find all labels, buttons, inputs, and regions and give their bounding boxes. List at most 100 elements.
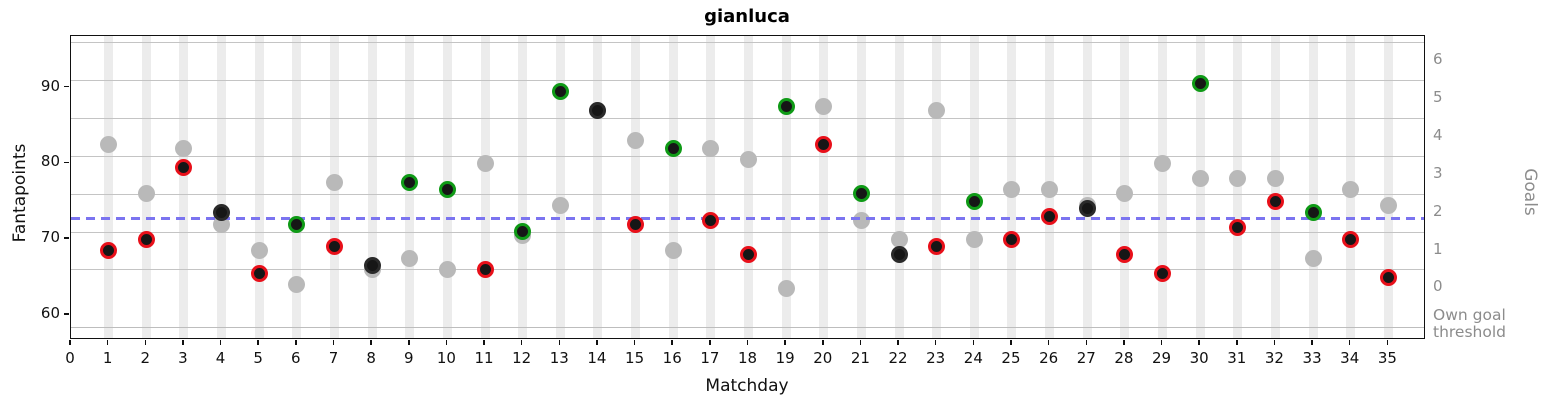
matchday-band — [518, 36, 528, 338]
matchday-band — [217, 36, 227, 338]
opponent-point — [551, 196, 569, 214]
opponent-point — [1003, 181, 1021, 199]
opponent-point — [1041, 181, 1059, 199]
fantapoints-point — [852, 185, 870, 203]
x-tick-mark — [408, 340, 410, 345]
x-tick-mark — [671, 340, 673, 345]
fantapoints-point — [476, 260, 494, 278]
opponent-point — [852, 211, 870, 229]
fantapoints-point — [1154, 264, 1172, 282]
fantapoints-point — [1003, 230, 1021, 248]
x-tick-label: 21 — [850, 349, 870, 367]
opponent-point — [1116, 185, 1134, 203]
x-tick-mark — [219, 340, 222, 345]
matchday-band — [631, 36, 641, 338]
fantapoints-point — [1379, 268, 1397, 286]
y-tick-mark — [64, 85, 69, 88]
matchday-band — [894, 36, 904, 338]
x-tick-label: 8 — [366, 349, 376, 367]
goal-gridline — [71, 231, 1424, 233]
x-tick-mark — [520, 340, 523, 345]
opponent-point — [288, 276, 306, 294]
goals-tick-label: 5 — [1433, 87, 1443, 106]
fantapoints-point — [1078, 200, 1096, 218]
opponent-point — [401, 249, 419, 267]
x-tick-mark — [144, 340, 147, 345]
x-tick-mark — [972, 340, 975, 345]
fantapoints-point — [777, 98, 795, 115]
matchday-band — [1233, 36, 1243, 338]
y-tick-label: 90 — [40, 76, 60, 95]
x-tick-mark — [633, 340, 636, 345]
matchday-band — [706, 36, 716, 338]
fantapoints-point — [288, 215, 306, 233]
x-tick-label: 12 — [512, 349, 532, 367]
x-tick-mark — [1236, 340, 1238, 345]
opponent-point — [438, 260, 456, 278]
fantapoints-point — [100, 242, 118, 260]
goals-tick-label: 6 — [1433, 50, 1443, 69]
x-tick-label: 20 — [813, 349, 833, 367]
fantapoints-point — [1191, 75, 1209, 93]
x-tick-label: 22 — [888, 349, 908, 367]
fantapoints-point — [325, 238, 343, 256]
x-tick-label: 13 — [549, 349, 569, 367]
x-tick-mark — [1160, 340, 1163, 345]
opponent-point — [1342, 181, 1360, 199]
x-tick-mark — [332, 340, 335, 345]
x-tick-label: 33 — [1302, 349, 1322, 367]
opponent-point — [137, 185, 155, 203]
matchday-band — [969, 36, 979, 338]
x-tick-label: 18 — [737, 349, 758, 367]
opponent-point — [664, 242, 682, 260]
own-goal-threshold-label: Own goal threshold — [1433, 306, 1506, 342]
matchday-band — [555, 36, 565, 338]
opponent-point — [1266, 170, 1284, 188]
x-tick-mark — [257, 340, 259, 345]
opponent-point — [740, 151, 757, 169]
fantapoints-point — [514, 223, 532, 241]
goals-tick-label: 2 — [1433, 201, 1443, 220]
fantapoints-point — [401, 173, 419, 191]
x-tick-label: 6 — [291, 349, 301, 367]
x-tick-label: 35 — [1377, 349, 1397, 367]
x-tick-label: 19 — [775, 349, 795, 367]
average-line — [71, 217, 1424, 221]
x-tick-mark — [1198, 340, 1200, 345]
matchday-band — [932, 36, 942, 338]
x-tick-label: 11 — [474, 349, 494, 367]
x-tick-label: 24 — [963, 349, 983, 367]
fantapoints-point — [175, 158, 193, 176]
fantapoints-point — [1304, 204, 1322, 222]
x-axis-label-matchday: Matchday — [705, 376, 789, 396]
y-axis-label-goals: Goals — [1520, 168, 1540, 216]
x-tick-label: 28 — [1114, 349, 1134, 367]
goal-gridline — [71, 269, 1424, 271]
fantapoints-point — [627, 215, 645, 233]
opponent-point — [965, 230, 983, 248]
matchday-band — [744, 36, 753, 338]
fantapoints-point — [1229, 219, 1247, 237]
fantapoints-point — [702, 211, 720, 229]
x-tick-mark — [596, 340, 598, 345]
x-tick-label: 1 — [102, 349, 113, 367]
x-tick-mark — [182, 340, 184, 345]
matchday-band — [668, 36, 678, 338]
matchday-band — [254, 36, 264, 338]
x-tick-label: 7 — [328, 349, 339, 367]
x-tick-mark — [69, 340, 71, 345]
x-tick-mark — [897, 340, 899, 345]
y-tick-mark — [64, 161, 69, 164]
opponent-point — [815, 98, 833, 115]
matchday-band — [1383, 36, 1393, 338]
x-tick-label: 34 — [1340, 349, 1360, 367]
y-tick-mark — [64, 313, 69, 315]
x-tick-mark — [822, 340, 824, 345]
fantapoints-point — [589, 101, 607, 119]
matchday-band — [819, 36, 829, 338]
x-tick-label: 29 — [1151, 349, 1172, 367]
x-tick-label: 4 — [215, 349, 226, 367]
opponent-point — [250, 242, 268, 260]
opponent-point — [928, 101, 946, 119]
x-tick-label: 25 — [1001, 349, 1021, 367]
